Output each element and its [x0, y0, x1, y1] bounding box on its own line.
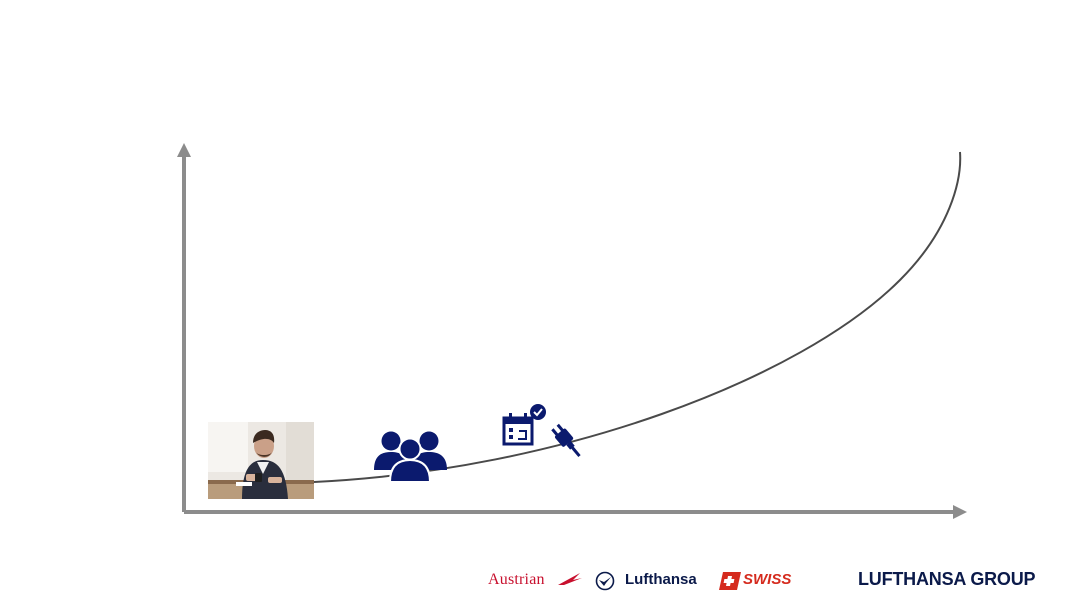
plug-icon	[551, 423, 581, 458]
airline-logos-bar: Austrian Lufthansa SWISS LUFTHANSA GROUP	[0, 566, 1080, 598]
group-of-people-icon	[374, 431, 447, 483]
calendar-check-icon	[502, 404, 546, 446]
man-with-phone-photo	[208, 422, 314, 499]
austrian-logo-text: Austrian	[488, 571, 545, 588]
growth-curve	[313, 151, 962, 483]
lufthansa-group-logo-text: LUFTHANSA GROUP	[858, 569, 1036, 589]
austrian-arrow-icon	[558, 573, 582, 585]
swiss-flag-icon	[719, 572, 741, 590]
swiss-logo-text: SWISS	[743, 571, 792, 588]
lufthansa-crane-icon	[595, 571, 615, 591]
lufthansa-logo-text: Lufthansa	[625, 571, 697, 588]
y-axis-arrowhead	[177, 143, 191, 157]
x-axis-arrowhead	[953, 505, 967, 519]
